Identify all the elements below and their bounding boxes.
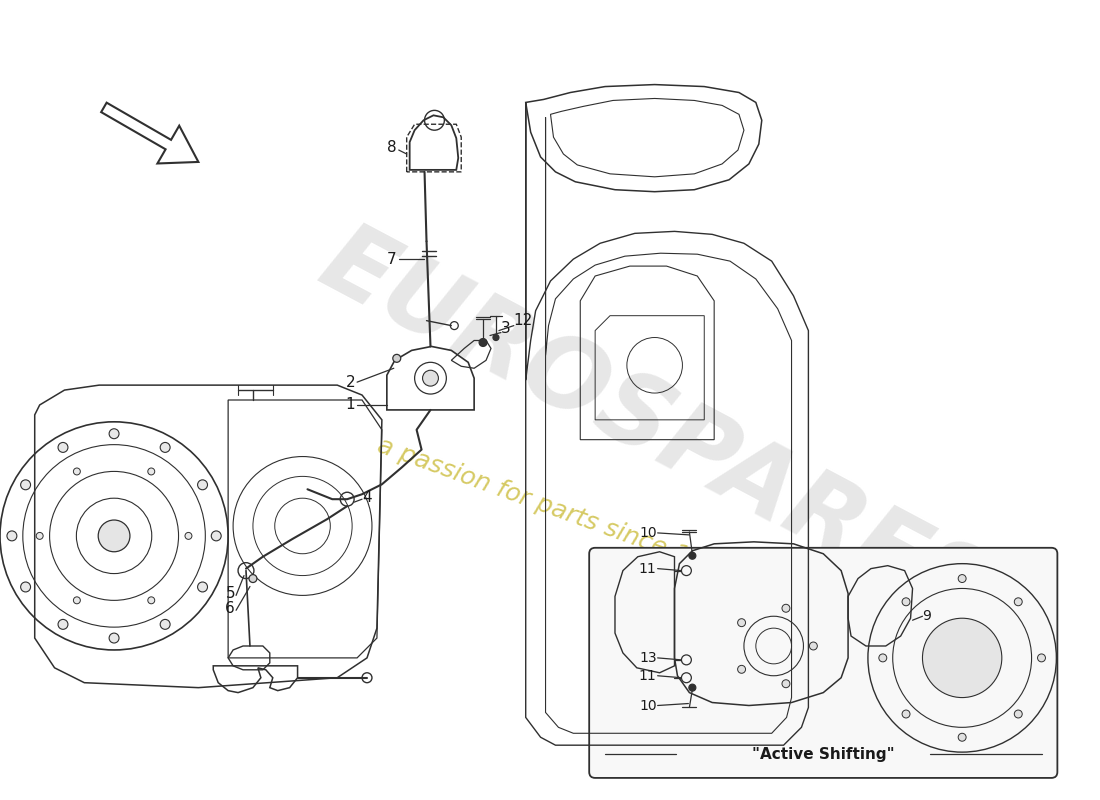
Circle shape — [161, 619, 170, 630]
Circle shape — [211, 531, 221, 541]
Circle shape — [198, 480, 208, 490]
Circle shape — [74, 597, 80, 604]
Text: 2: 2 — [345, 374, 355, 390]
Circle shape — [738, 618, 746, 626]
Circle shape — [480, 338, 487, 346]
FancyBboxPatch shape — [590, 548, 1057, 778]
Circle shape — [147, 468, 155, 475]
Circle shape — [74, 468, 80, 475]
Circle shape — [109, 429, 119, 438]
Text: 10: 10 — [639, 698, 657, 713]
Circle shape — [902, 598, 910, 606]
Text: 10: 10 — [639, 526, 657, 540]
Text: 4: 4 — [362, 490, 372, 505]
Circle shape — [98, 520, 130, 552]
Text: "Active Shifting": "Active Shifting" — [752, 746, 894, 762]
Text: 12: 12 — [514, 313, 534, 328]
Circle shape — [1014, 710, 1022, 718]
Text: 13: 13 — [639, 651, 657, 665]
Circle shape — [393, 354, 400, 362]
Circle shape — [493, 334, 499, 341]
Circle shape — [109, 633, 119, 643]
Text: 1: 1 — [345, 398, 355, 413]
Text: 3: 3 — [500, 321, 510, 336]
Text: 5: 5 — [226, 586, 235, 601]
Text: 11: 11 — [639, 669, 657, 682]
Circle shape — [58, 619, 68, 630]
Circle shape — [689, 552, 696, 559]
Circle shape — [689, 684, 696, 691]
Circle shape — [1037, 654, 1045, 662]
Circle shape — [902, 710, 910, 718]
Circle shape — [58, 442, 68, 452]
Circle shape — [923, 618, 1002, 698]
Circle shape — [782, 604, 790, 612]
Circle shape — [249, 574, 257, 582]
Circle shape — [185, 533, 191, 539]
Circle shape — [810, 642, 817, 650]
Circle shape — [958, 734, 966, 742]
Text: 11: 11 — [639, 562, 657, 576]
Circle shape — [7, 531, 16, 541]
Circle shape — [422, 370, 439, 386]
Circle shape — [738, 666, 746, 674]
Text: a passion for parts since 1985: a passion for parts since 1985 — [374, 434, 737, 585]
Circle shape — [1014, 598, 1022, 606]
Circle shape — [21, 480, 31, 490]
Circle shape — [782, 680, 790, 688]
Circle shape — [879, 654, 887, 662]
Text: EUROSPARES: EUROSPARES — [305, 213, 1005, 647]
Circle shape — [198, 582, 208, 592]
Circle shape — [147, 597, 155, 604]
Circle shape — [958, 574, 966, 582]
Text: 7: 7 — [387, 252, 397, 266]
Text: 9: 9 — [923, 610, 932, 623]
Circle shape — [21, 582, 31, 592]
Circle shape — [161, 442, 170, 452]
Text: 8: 8 — [387, 139, 397, 154]
Text: 6: 6 — [226, 601, 235, 616]
Circle shape — [36, 533, 43, 539]
